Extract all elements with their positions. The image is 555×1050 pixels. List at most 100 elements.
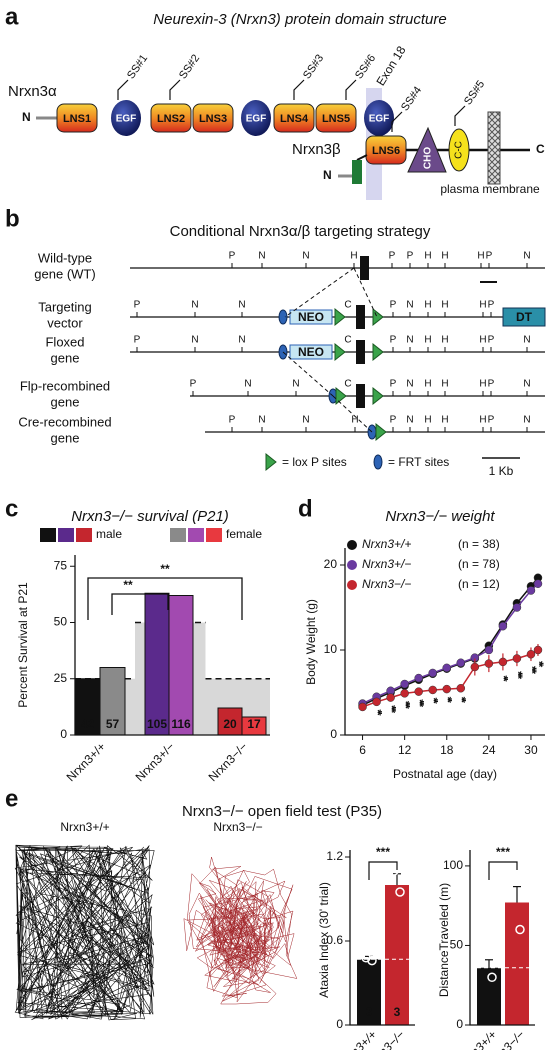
site-label: N — [523, 415, 530, 426]
data-point — [414, 687, 423, 696]
site-label: H — [479, 335, 486, 346]
bar — [505, 902, 529, 1025]
site-label: N — [238, 300, 245, 311]
cho-domain — [407, 126, 447, 173]
lox-site — [372, 307, 384, 327]
domain-label: EGF — [369, 114, 390, 125]
panel-title: Neurexin-3 (Nrxn3) protein domain struct… — [153, 11, 446, 28]
y-tick-label: 1.2 — [326, 849, 343, 863]
row-label: gene (WT) — [34, 266, 95, 281]
y-tick-label: 0 — [456, 1017, 463, 1031]
lox-site — [335, 386, 347, 406]
domain-label: C-C — [454, 141, 465, 159]
row-label: Wild-type — [38, 250, 92, 265]
splice-marker — [391, 111, 403, 132]
data-point — [456, 684, 466, 693]
y-tick-label: 10 — [324, 642, 338, 656]
membrane-label: plasma membrane — [440, 182, 540, 196]
site-label: P — [488, 379, 495, 390]
sig-label: ** — [427, 698, 441, 705]
site-label: P — [488, 300, 495, 311]
site-label: P — [488, 415, 495, 426]
data-point — [498, 657, 508, 667]
egf-domain — [111, 100, 141, 136]
legend-label: female — [226, 527, 262, 541]
sig-label: ** — [160, 562, 170, 576]
lns-domain — [315, 103, 357, 133]
domain-label: LNS6 — [372, 145, 400, 157]
data-point — [509, 865, 519, 876]
series-line — [362, 577, 539, 706]
site-label: H — [441, 415, 448, 426]
row-label: gene — [51, 394, 80, 409]
cc-domain — [448, 128, 470, 172]
panel-label: b — [5, 205, 20, 232]
bar-n-label: 42 — [81, 717, 95, 731]
y-tick-label: 0 — [60, 727, 67, 741]
site-label: N — [258, 251, 265, 262]
bar — [217, 707, 243, 736]
y-tick-label: 0 — [330, 727, 337, 741]
bar — [385, 885, 409, 1025]
domain-label: LNS5 — [322, 113, 350, 125]
sig-label: *** — [413, 699, 427, 707]
lns-domain — [150, 103, 192, 133]
domain-label: LNS4 — [280, 113, 309, 125]
legend-swatch — [40, 528, 56, 542]
sig-label: ** — [123, 578, 133, 592]
site-label: H — [477, 251, 484, 262]
trace-label: Nrxn3−/− — [213, 820, 262, 834]
data-point — [367, 955, 377, 966]
data-point — [533, 579, 543, 588]
domain-label: LNS2 — [157, 113, 185, 125]
bar — [357, 959, 381, 1025]
site-label: P — [486, 251, 493, 262]
frt-site — [278, 309, 288, 325]
sig-label: *** — [384, 705, 398, 713]
site-label: H — [479, 415, 486, 426]
lox-site — [265, 452, 277, 472]
site-label: H — [424, 251, 431, 262]
alpha-label: Nrxn3α — [8, 83, 57, 100]
site-label: P — [488, 335, 495, 346]
bar-n-label: 116 — [171, 717, 191, 731]
membrane — [487, 111, 501, 185]
lox-site — [334, 342, 346, 362]
recombination-line — [353, 267, 378, 318]
splice-marker — [169, 79, 181, 100]
lox-site — [334, 307, 346, 327]
panel-label: a — [5, 3, 19, 30]
y-tick-label: 50 — [54, 615, 68, 629]
dt-label: DT — [516, 310, 533, 324]
site-label: N — [302, 251, 309, 262]
sig-bracket — [111, 593, 169, 615]
site-label: H — [479, 300, 486, 311]
c-site: C — [344, 379, 351, 390]
bar-n-label: 3 — [394, 1005, 401, 1019]
splice-label: SS#1 — [125, 52, 150, 81]
sig-label: ** — [370, 709, 384, 716]
row-label: Targeting — [38, 299, 91, 314]
site-label: P — [407, 251, 414, 262]
c-terminal: C — [536, 142, 545, 156]
site-label: H — [424, 379, 431, 390]
sig-bracket — [368, 861, 398, 880]
site-label: H — [479, 379, 486, 390]
data-point — [484, 645, 494, 655]
sig-label: *** — [398, 701, 412, 709]
site-label: P — [134, 335, 141, 346]
y-tick-label: 0 — [336, 1017, 343, 1031]
sig-label: ** — [441, 697, 455, 704]
neo-label: NEO — [298, 310, 324, 324]
x-tick-label: Nrxn3−/− — [206, 739, 251, 784]
panel-title: Nrxn3−/− open field test (P35) — [182, 803, 382, 820]
lox-site — [372, 386, 384, 406]
splice-label: SS#6 — [353, 52, 378, 81]
site-label: H — [441, 335, 448, 346]
site-label: N — [244, 379, 251, 390]
x-tick-label: Nrxn3+/− — [133, 739, 178, 784]
bar-n-label: 20 — [223, 717, 237, 731]
legend-label: Nrxn3−/− — [362, 577, 411, 591]
legend-label: = lox P sites — [282, 455, 347, 469]
